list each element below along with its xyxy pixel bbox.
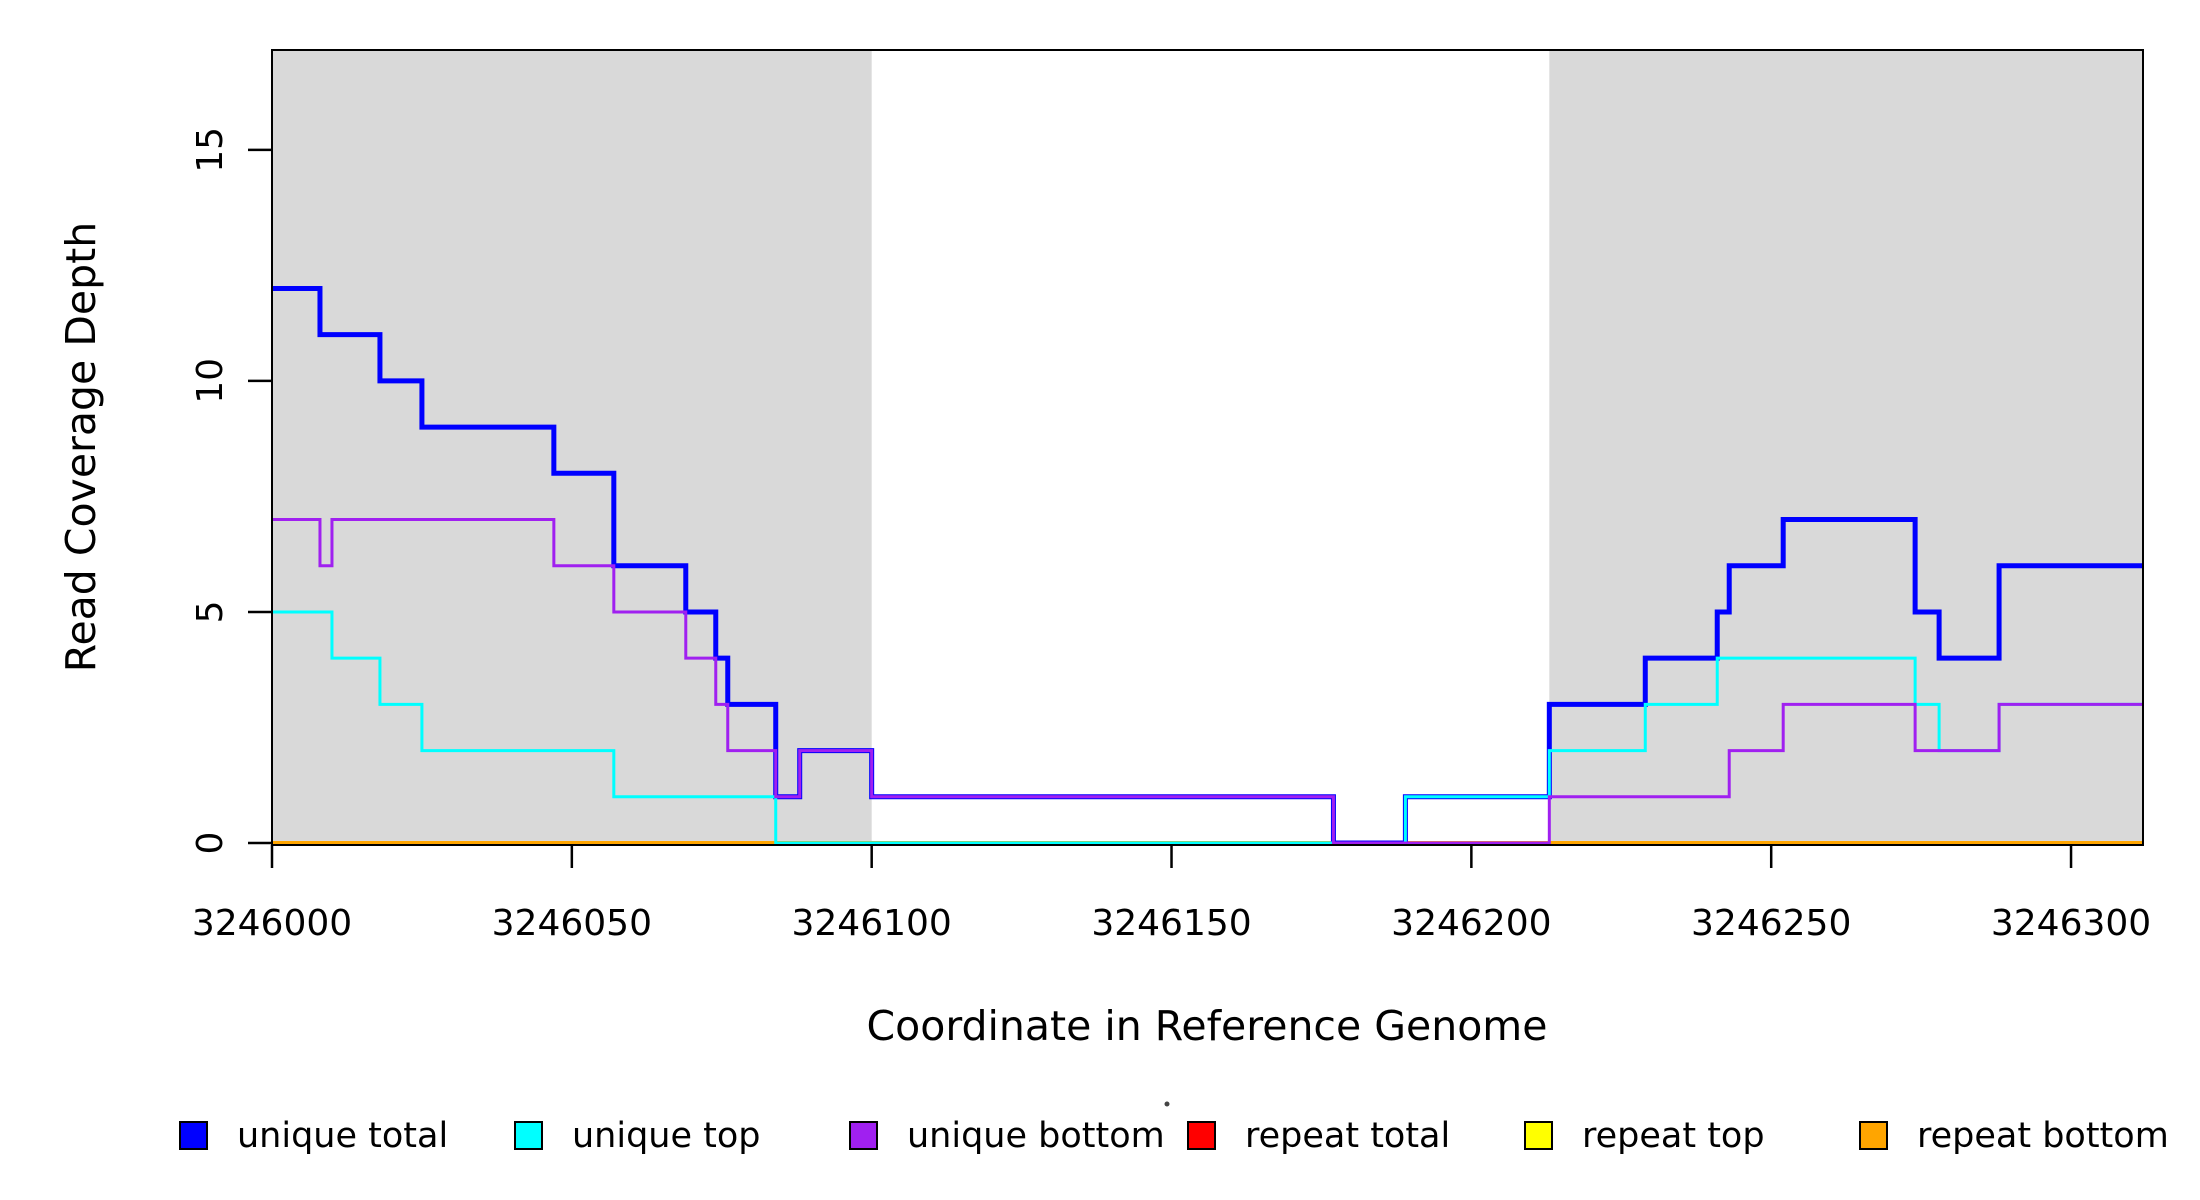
legend-swatch-unique-total [179,1121,208,1150]
y-tick-label: 10 [190,358,231,404]
x-axis: 3246000 3246050 3246100 3246150 3246200 32462… [192,845,2151,944]
legend-swatch-repeat-total [1187,1121,1216,1150]
y-axis: 0 5 10 15 [190,127,272,855]
legend-label: repeat bottom [1917,1116,2169,1156]
y-axis-title: Read Coverage Depth [57,222,105,672]
legend-item-repeat-total: repeat total [1187,1116,1450,1156]
x-tick-label: 3246000 [192,903,352,944]
legend-item-unique-bottom: unique bottom [849,1116,1165,1156]
legend-label: unique top [572,1116,761,1156]
stray-dot-artifact [1164,1101,1170,1107]
legend-swatch-repeat-bottom [1859,1121,1888,1150]
x-tick-label: 3246150 [1091,903,1251,944]
legend-label: repeat total [1245,1116,1450,1156]
x-tick-label: 3246200 [1391,903,1551,944]
series-lines [272,285,2143,846]
legend: unique total unique top unique bottom repea… [179,1116,2169,1156]
legend-swatch-repeat-top [1524,1121,1553,1150]
legend-item-unique-total: unique total [179,1116,448,1156]
x-tick-label: 3246100 [792,903,952,944]
x-tick-label: 3246250 [1691,903,1851,944]
shaded-regions [272,50,2143,845]
series-unique-top [272,610,2143,845]
legend-item-repeat-top: repeat top [1524,1116,1765,1156]
y-tick-label: 0 [190,832,231,855]
legend-label: unique total [237,1116,448,1156]
left-gray-band [272,50,872,845]
legend-swatch-unique-top [514,1121,543,1150]
legend-swatch-unique-bottom [849,1121,878,1150]
legend-item-repeat-bottom: repeat bottom [1859,1116,2169,1156]
legend-label: repeat top [1582,1116,1765,1156]
right-gray-band [1549,50,2143,845]
x-tick-label: 3246300 [1991,903,2151,944]
legend-item-unique-top: unique top [514,1116,761,1156]
y-tick-label: 15 [190,127,231,173]
legend-label: unique bottom [907,1116,1165,1156]
plot-border-box [271,49,2144,846]
x-tick-label: 3246050 [492,903,652,944]
x-axis-title: Coordinate in Reference Genome [867,1002,1548,1050]
series-unique-bottom [272,518,2143,845]
y-tick-label: 5 [190,600,231,623]
